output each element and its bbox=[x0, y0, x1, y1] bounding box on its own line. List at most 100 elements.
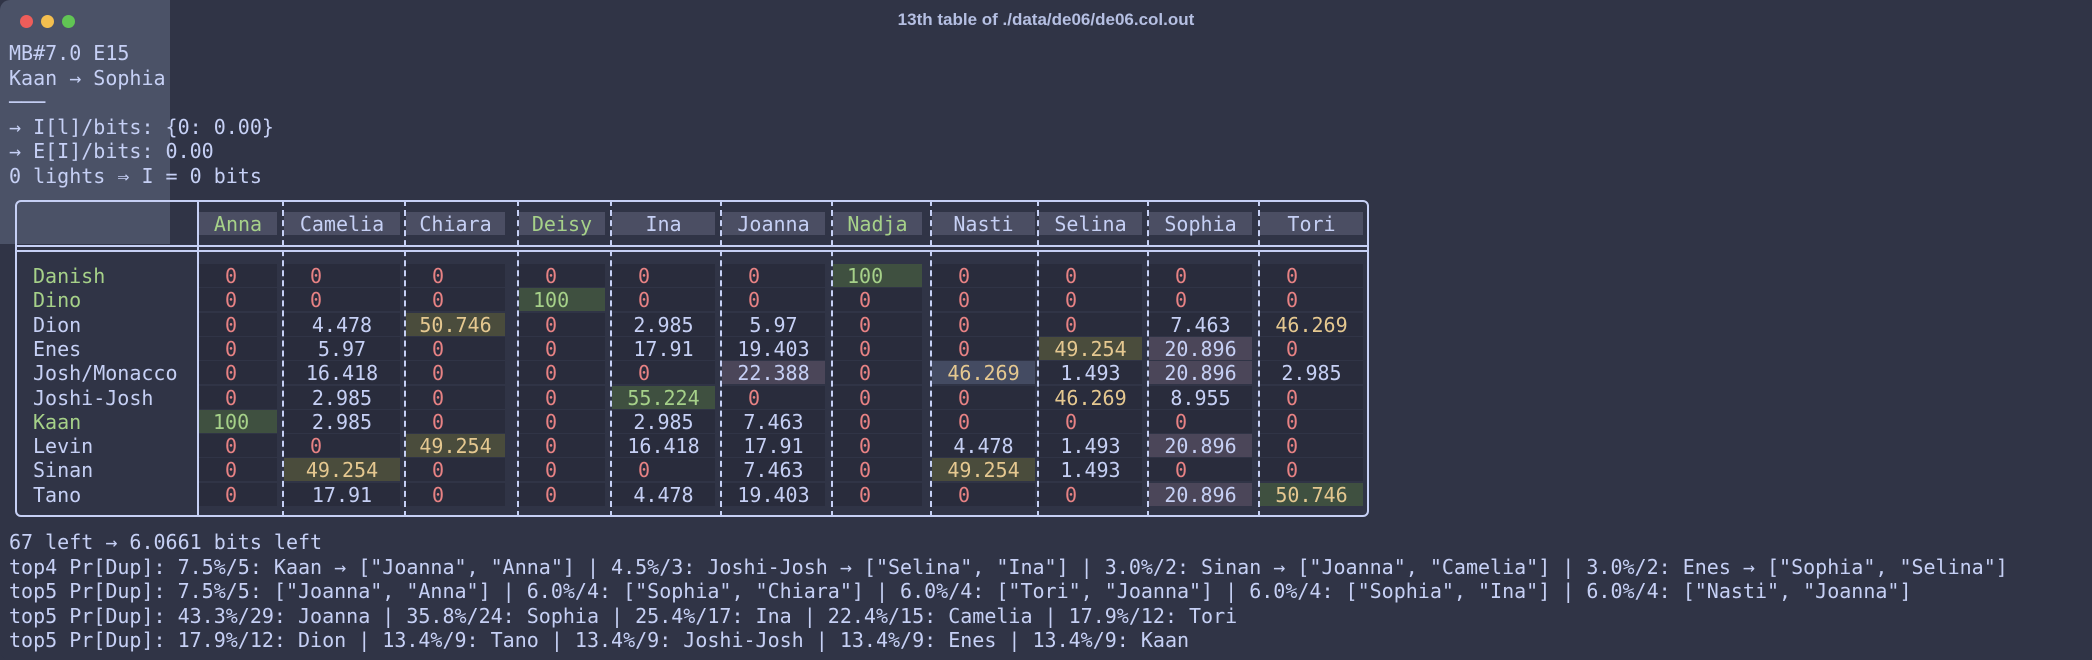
column-header-selina: Selina bbox=[1039, 212, 1142, 236]
table-cell: 16.418 bbox=[284, 361, 400, 385]
table-cell: 17.91 bbox=[612, 336, 715, 361]
table-cell: 1.493 bbox=[1039, 434, 1142, 458]
column-header-chiara: Chiara bbox=[406, 212, 505, 236]
table-cell: 0 bbox=[406, 385, 505, 410]
table-cell: 0 bbox=[612, 458, 715, 482]
table-cell: 16.418 bbox=[612, 434, 715, 458]
header-divider bbox=[15, 245, 1369, 247]
table-cell: 0 bbox=[1260, 288, 1363, 312]
table-cell: 22.388 bbox=[722, 361, 825, 385]
table-cell: 0 bbox=[833, 288, 922, 312]
output-line: → I[l]/bits: {0: 0.00} bbox=[9, 114, 274, 139]
table-cell: 20.896 bbox=[1149, 482, 1252, 507]
table-cell: 49.254 bbox=[932, 458, 1035, 482]
table-cell: 0 bbox=[1260, 458, 1363, 482]
row-label: Tano bbox=[33, 482, 82, 507]
table-cell: 0 bbox=[932, 288, 1035, 312]
column-divider bbox=[1258, 200, 1260, 517]
table-cell: 19.403 bbox=[722, 336, 825, 361]
column-header-joanna: Joanna bbox=[722, 212, 825, 236]
table-cell: 0 bbox=[199, 458, 277, 482]
table-cell: 0 bbox=[199, 336, 277, 361]
table-cell: 0 bbox=[1149, 288, 1252, 312]
table-cell: 0 bbox=[406, 458, 505, 482]
table-cell: 0 bbox=[519, 336, 605, 361]
column-header-deisy: Deisy bbox=[519, 212, 605, 236]
minimize-window-button[interactable] bbox=[41, 15, 54, 28]
table-cell: 0 bbox=[406, 264, 505, 288]
table-cell: 100 bbox=[519, 288, 605, 312]
table-cell: 0 bbox=[199, 288, 277, 312]
table-cell: 0 bbox=[519, 434, 605, 458]
table-cell: 20.896 bbox=[1149, 361, 1252, 385]
table-cell: 0 bbox=[406, 361, 505, 385]
table-cell: 0 bbox=[833, 336, 922, 361]
table-cell: 0 bbox=[833, 482, 922, 507]
table-cell: 2.985 bbox=[284, 385, 400, 410]
row-label: Josh/Monacco bbox=[33, 361, 178, 386]
row-label: Dion bbox=[33, 312, 82, 337]
table-cell: 0 bbox=[406, 409, 505, 434]
column-header-ina: Ina bbox=[612, 212, 715, 236]
row-label: Dino bbox=[33, 288, 82, 313]
table-cell: 0 bbox=[612, 361, 715, 385]
table-cell: 0 bbox=[519, 361, 605, 385]
table-cell: 0 bbox=[1260, 264, 1363, 288]
table-cell: 0 bbox=[406, 288, 505, 312]
column-divider bbox=[1037, 200, 1039, 517]
table-cell: 0 bbox=[519, 482, 605, 507]
table-cell: 0 bbox=[1039, 264, 1142, 288]
table-cell: 0 bbox=[1039, 312, 1142, 337]
table-cell: 0 bbox=[1149, 264, 1252, 288]
column-header-camelia: Camelia bbox=[284, 212, 400, 236]
table-cell: 50.746 bbox=[406, 312, 505, 337]
column-header-anna: Anna bbox=[199, 212, 277, 236]
table-cell: 0 bbox=[833, 312, 922, 337]
table-cell: 20.896 bbox=[1149, 336, 1252, 361]
table-cell: 0 bbox=[1260, 434, 1363, 458]
close-window-button[interactable] bbox=[20, 15, 33, 28]
column-divider bbox=[282, 200, 284, 517]
maximize-window-button[interactable] bbox=[62, 15, 75, 28]
table-frame bbox=[15, 200, 1369, 517]
table-cell: 20.896 bbox=[1149, 434, 1252, 458]
output-line: ─── bbox=[9, 90, 46, 114]
table-cell: 0 bbox=[1039, 409, 1142, 434]
table-cell: 2.985 bbox=[612, 409, 715, 434]
output-line: top5 Pr[Dup]: 43.3%/29: Joanna | 35.8%/2… bbox=[9, 603, 1238, 628]
footer-lines: 67 left → 6.0661 bits left top4 Pr[Dup]:… bbox=[9, 530, 2008, 653]
table-cell: 46.269 bbox=[1039, 385, 1142, 410]
column-divider bbox=[197, 200, 199, 517]
column-divider bbox=[610, 200, 612, 517]
table-cell: 1.493 bbox=[1039, 361, 1142, 385]
column-header-nadja: Nadja bbox=[833, 212, 922, 236]
table-cell: 0 bbox=[519, 264, 605, 288]
table-cell: 0 bbox=[932, 409, 1035, 434]
table-cell: 0 bbox=[932, 264, 1035, 288]
row-label: Levin bbox=[33, 434, 94, 459]
table-cell: 19.403 bbox=[722, 482, 825, 507]
table-cell: 0 bbox=[284, 434, 400, 458]
row-label: Kaan bbox=[33, 409, 82, 434]
table-cell: 1.493 bbox=[1039, 458, 1142, 482]
table-cell: 0 bbox=[932, 336, 1035, 361]
row-label-column bbox=[0, 0, 170, 244]
table-cell: 0 bbox=[833, 409, 922, 434]
table-cell: 0 bbox=[833, 434, 922, 458]
table-cell: 46.269 bbox=[1260, 312, 1363, 337]
table-cell: 0 bbox=[833, 361, 922, 385]
table-cell: 2.985 bbox=[284, 409, 400, 434]
table-cell: 17.91 bbox=[722, 434, 825, 458]
header-lines: MB#7.0 E15 Kaan → Sophia ─── → I[l]/bits… bbox=[9, 41, 274, 188]
output-line: Kaan → Sophia bbox=[9, 65, 166, 90]
table-cell: 0 bbox=[406, 482, 505, 507]
column-divider bbox=[831, 200, 833, 517]
table-cell: 7.463 bbox=[722, 458, 825, 482]
table-cell: 4.478 bbox=[612, 482, 715, 507]
output-line: top4 Pr[Dup]: 7.5%/5: Kaan → ["Joanna", … bbox=[9, 554, 2008, 579]
table-cell: 0 bbox=[612, 288, 715, 312]
table-cell: 0 bbox=[1039, 288, 1142, 312]
column-header-nasti: Nasti bbox=[932, 212, 1035, 236]
table-cell: 100 bbox=[199, 409, 277, 434]
table-cell: 4.478 bbox=[284, 312, 400, 337]
